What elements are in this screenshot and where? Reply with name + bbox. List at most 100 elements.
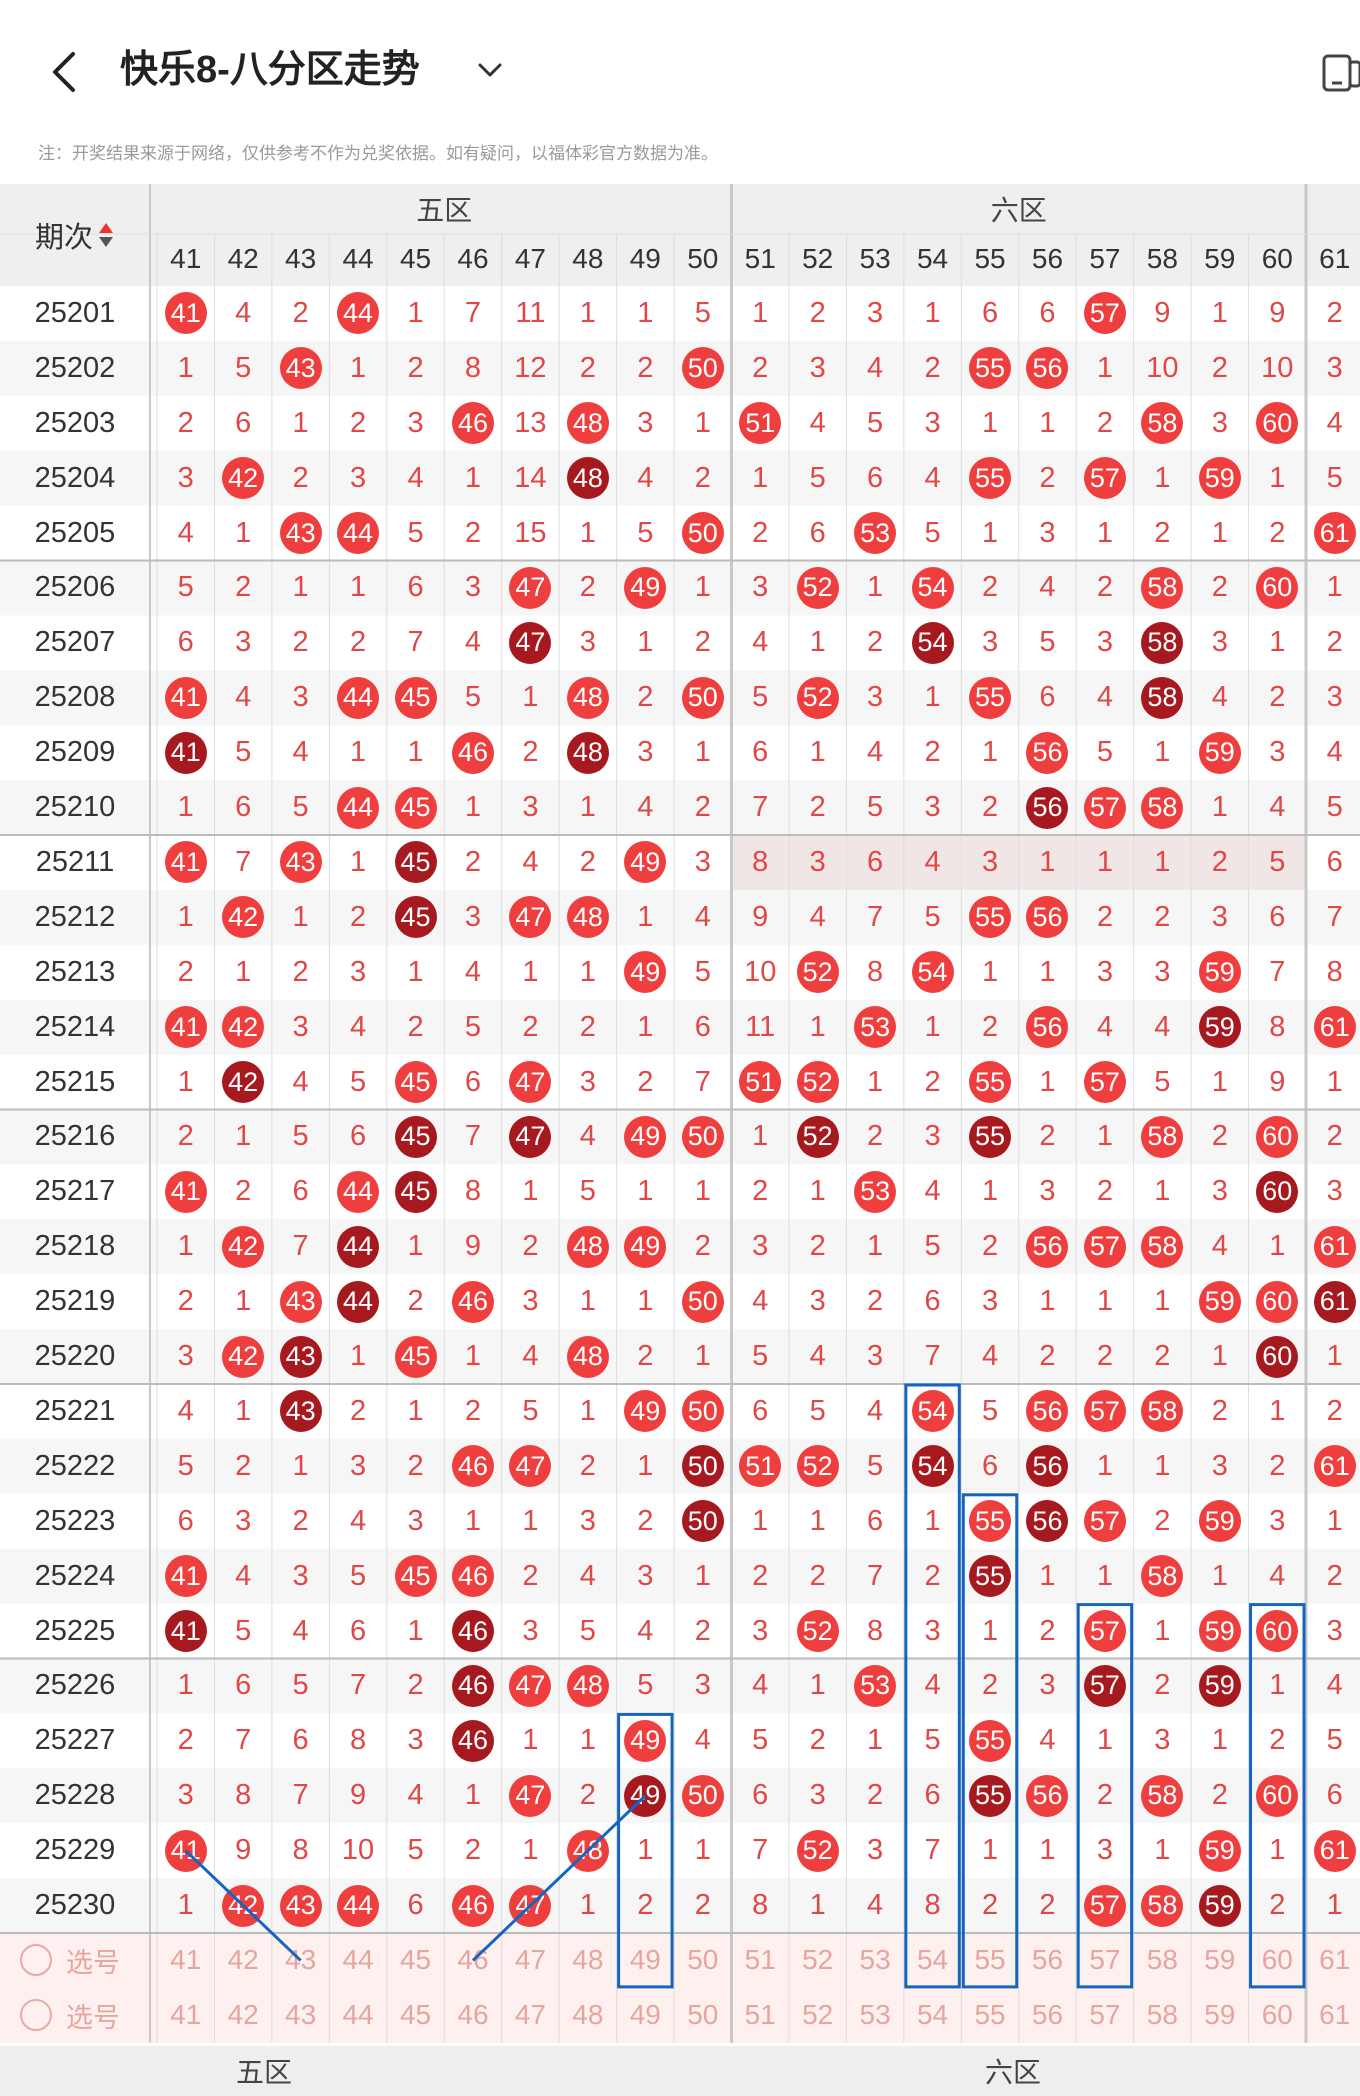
select-number[interactable]: 46 (457, 1999, 489, 2031)
miss-count: 1 (464, 461, 482, 494)
select-number[interactable]: 51 (744, 1999, 776, 2031)
drawn-ball: 54 (911, 621, 954, 664)
miss-count: 2 (981, 1669, 999, 1702)
select-number[interactable]: 47 (514, 1999, 546, 2031)
select-number[interactable]: 49 (629, 1999, 661, 2031)
select-number[interactable]: 58 (1146, 1999, 1178, 2031)
column-header: 43 (285, 243, 317, 274)
drawn-ball-cell: 59 (1191, 1878, 1248, 1933)
select-number[interactable]: 53 (859, 1999, 891, 2031)
disclaimer-note: 注：开奖结果来源于网络，仅供参考不作为兑奖依据。如有疑问，以福体彩官方数据为准。 (38, 144, 718, 163)
device-button[interactable] (1318, 50, 1360, 96)
select-number[interactable]: 61 (1319, 1999, 1351, 2031)
miss-count: 1 (464, 791, 482, 824)
miss-count: 1 (1269, 1230, 1286, 1263)
select-number[interactable]: 56 (1031, 1944, 1064, 1976)
select-number[interactable]: 47 (514, 1944, 546, 1976)
miss-count: 3 (177, 1340, 194, 1373)
select-number[interactable]: 41 (170, 1999, 202, 2031)
select-radio-icon[interactable] (20, 1944, 52, 1977)
select-number[interactable]: 44 (342, 1999, 374, 2031)
select-radio-icon[interactable] (20, 1999, 52, 2032)
miss-count: 2 (1211, 571, 1228, 604)
issue-header[interactable]: 期次 (0, 184, 150, 286)
select-number[interactable]: 52 (802, 1999, 834, 2031)
select-number[interactable]: 42 (227, 1999, 259, 2031)
drawn-ball-cell: 41 (157, 1000, 214, 1055)
issue-number: 25203 (34, 406, 116, 439)
miss-count: 6 (752, 1779, 769, 1812)
select-row-label[interactable]: 选号 (0, 1988, 150, 2043)
drawn-ball: 44 (337, 292, 380, 335)
drawn-ball-cell: 58 (1134, 1384, 1191, 1439)
select-number[interactable]: 61 (1319, 1944, 1351, 1976)
select-number[interactable]: 43 (285, 1944, 317, 1976)
miss-count: 2 (1326, 1394, 1343, 1427)
drawn-ball-cell: 60 (1249, 396, 1306, 451)
back-button[interactable] (44, 48, 84, 96)
miss-count: 1 (579, 516, 596, 549)
select-row-label[interactable]: 选号 (0, 1933, 150, 1988)
select-number[interactable]: 59 (1204, 1944, 1236, 1976)
miss-count: 1 (292, 406, 309, 439)
miss-count: 3 (349, 955, 367, 988)
select-number[interactable]: 48 (572, 1944, 604, 1976)
select-number[interactable]: 45 (399, 1999, 432, 2031)
select-number[interactable]: 48 (572, 1999, 604, 2031)
select-number[interactable]: 55 (974, 1999, 1006, 2031)
miss-count: 1 (407, 1394, 424, 1427)
drawn-ball-cell: 50 (674, 1768, 731, 1823)
select-number[interactable]: 56 (1031, 1999, 1064, 2031)
miss-count: 2 (349, 900, 367, 933)
title-dropdown[interactable] (472, 52, 508, 88)
drawn-ball: 49 (624, 1390, 667, 1433)
select-number[interactable]: 45 (399, 1944, 432, 1976)
miss-count: 6 (292, 1175, 309, 1208)
select-number[interactable]: 49 (629, 1944, 661, 1976)
select-number[interactable]: 55 (974, 1944, 1006, 1976)
select-number[interactable]: 60 (1261, 1999, 1293, 2031)
miss-count: 1 (292, 571, 309, 604)
miss-count: 2 (464, 516, 482, 549)
miss-count: 4 (522, 845, 539, 878)
miss-count: 6 (867, 461, 884, 494)
select-number[interactable]: 41 (170, 1944, 202, 1976)
miss-count: 1 (579, 1724, 596, 1757)
drawn-ball-cell: 49 (617, 1110, 674, 1165)
page-title[interactable]: 快乐8-八分区走势 (120, 49, 420, 91)
select-number[interactable]: 59 (1204, 1999, 1236, 2031)
miss-count: 6 (1326, 1779, 1343, 1812)
select-number[interactable]: 44 (342, 1944, 374, 1976)
select-number[interactable]: 54 (916, 1999, 949, 2031)
select-number[interactable]: 51 (744, 1944, 776, 1976)
select-number[interactable]: 54 (916, 1944, 949, 1976)
select-number[interactable]: 57 (1089, 1999, 1121, 2031)
select-number[interactable]: 60 (1261, 1944, 1293, 1976)
miss-count: 1 (522, 681, 539, 714)
drawn-ball: 50 (681, 676, 724, 719)
drawn-ball: 55 (969, 457, 1012, 500)
miss-count: 6 (349, 1120, 367, 1153)
miss-count: 5 (292, 1669, 309, 1702)
miss-count: 1 (349, 1340, 367, 1373)
select-number[interactable]: 50 (687, 1999, 719, 2031)
select-number[interactable]: 52 (802, 1944, 834, 1976)
miss-count: 1 (1154, 1614, 1171, 1647)
select-number[interactable]: 42 (227, 1944, 259, 1976)
select-number[interactable]: 58 (1146, 1944, 1178, 1976)
miss-count: 1 (1096, 1285, 1113, 1318)
select-number[interactable]: 57 (1089, 1944, 1121, 1976)
miss-count: 2 (1211, 845, 1228, 878)
miss-count: 5 (1269, 845, 1286, 878)
select-number[interactable]: 43 (285, 1999, 317, 2031)
select-number[interactable]: 50 (687, 1944, 719, 1976)
miss-count: 2 (637, 1504, 654, 1537)
miss-count: 1 (637, 296, 654, 329)
miss-count: 1 (924, 1504, 941, 1537)
miss-count: 1 (924, 1010, 941, 1043)
drawn-ball-cell: 57 (1076, 1878, 1133, 1933)
select-number[interactable]: 53 (859, 1944, 891, 1976)
miss-count: 5 (1096, 736, 1113, 769)
select-number[interactable]: 46 (457, 1944, 489, 1976)
issue-number: 25216 (34, 1120, 116, 1153)
